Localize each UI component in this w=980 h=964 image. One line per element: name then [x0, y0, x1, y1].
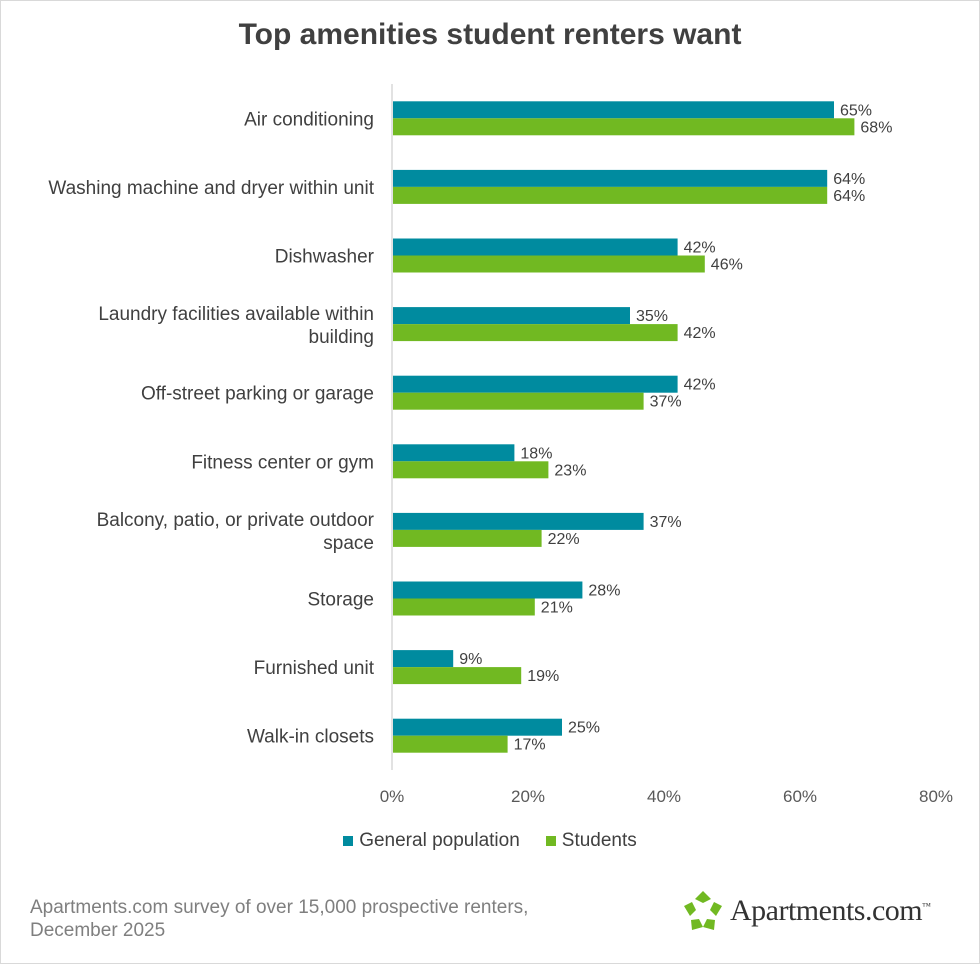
data-label-students: 46%	[711, 257, 743, 274]
bar-students	[393, 392, 644, 410]
apartments-logo: Apartments.com™	[682, 890, 931, 932]
category-label: Off-street parking or garage	[141, 384, 374, 405]
legend-label-general: General population	[359, 830, 520, 851]
legend: General population Students	[0, 830, 980, 852]
bar-general-population	[393, 101, 834, 119]
bar-students	[393, 598, 535, 616]
category-label: Laundry facilities available within build…	[98, 304, 374, 348]
bar-general-population	[393, 581, 583, 599]
legend-swatch-students	[545, 836, 556, 846]
data-label-general-population: 35%	[636, 308, 668, 325]
logo-wordmark: Apartments.com™	[730, 894, 931, 927]
bar-students	[393, 461, 549, 479]
bar-general-population	[393, 512, 644, 530]
data-label-students: 22%	[548, 531, 580, 548]
legend-item-general: General population	[343, 830, 520, 852]
legend-label-students: Students	[561, 830, 637, 851]
bar-students	[393, 529, 542, 547]
bar-general-population	[393, 650, 454, 668]
category-label: Walk-in closets	[247, 727, 374, 748]
data-label-students: 19%	[527, 668, 559, 685]
bar-general-population	[393, 238, 678, 256]
data-label-students: 21%	[541, 600, 573, 617]
data-label-general-population: 9%	[459, 651, 482, 668]
x-tick-label: 20%	[511, 787, 545, 806]
bar-general-population	[393, 375, 678, 393]
bar-general-population	[393, 307, 630, 325]
legend-item-students: Students	[545, 830, 637, 852]
data-label-general-population: 65%	[840, 102, 872, 119]
data-label-general-population: 64%	[833, 171, 865, 188]
category-label: Fitness center or gym	[191, 452, 374, 473]
bar-general-population	[393, 444, 515, 462]
apartments-logo-icon	[684, 891, 722, 930]
data-label-general-population: 37%	[650, 514, 682, 531]
data-label-students: 23%	[554, 462, 586, 479]
data-label-students: 37%	[650, 394, 682, 411]
bar-students	[393, 255, 705, 273]
data-label-general-population: 28%	[588, 583, 620, 600]
legend-swatch-general	[343, 836, 354, 846]
bar-students	[393, 186, 828, 204]
data-label-general-population: 42%	[684, 240, 716, 257]
x-tick-label: 80%	[919, 787, 953, 806]
data-label-general-population: 25%	[568, 720, 600, 737]
data-label-students: 17%	[514, 737, 546, 754]
category-label: Washing machine and dryer within unit	[48, 178, 374, 199]
bar-general-population	[393, 718, 562, 736]
bar-students	[393, 735, 508, 753]
footnote-line-2: December 2025	[30, 920, 166, 941]
chart-title: Top amenities student renters want	[238, 18, 742, 51]
x-tick-label: 60%	[783, 787, 817, 806]
bar-general-population	[393, 169, 828, 187]
category-label: Dishwasher	[275, 247, 375, 268]
data-label-general-population: 18%	[520, 445, 552, 462]
bar-students	[393, 324, 678, 342]
footnote: Apartments.com survey of over 15,000 pro…	[30, 896, 590, 942]
data-label-students: 42%	[684, 325, 716, 342]
category-label: Storage	[307, 590, 374, 611]
bar-students	[393, 667, 522, 685]
footnote-line-1: Apartments.com survey of over 15,000 pro…	[30, 897, 529, 918]
data-label-general-population: 42%	[684, 377, 716, 394]
data-label-students: 68%	[860, 119, 892, 136]
x-tick-label: 40%	[647, 787, 681, 806]
category-label: Air conditioning	[244, 109, 374, 130]
bar-students	[393, 118, 855, 136]
data-label-students: 64%	[833, 188, 865, 205]
category-label: Furnished unit	[254, 658, 375, 679]
category-label: Balcony, patio, or private outdoor space	[97, 510, 375, 554]
x-tick-label: 0%	[380, 787, 405, 806]
